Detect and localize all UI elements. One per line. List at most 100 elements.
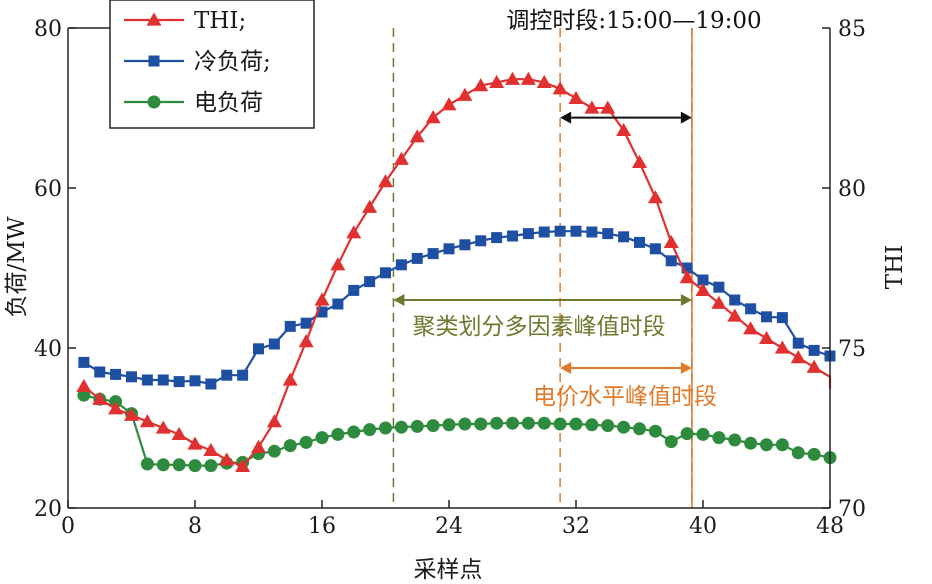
point-1-34	[618, 231, 630, 243]
x-tick-label-5: 40	[689, 514, 717, 539]
point-1-40	[713, 281, 725, 293]
point-0-22	[425, 110, 441, 124]
series-0	[76, 71, 832, 473]
series-1	[78, 225, 836, 390]
point-0-33	[600, 100, 616, 114]
y-left-tick-label-2: 60	[34, 177, 62, 202]
legend-label-1: 冷负荷;	[194, 49, 271, 75]
point-2-41	[728, 433, 742, 447]
point-1-30	[554, 225, 566, 237]
point-2-22	[426, 419, 440, 433]
control-period-arrow-head-left	[560, 111, 572, 124]
point-2-44	[775, 438, 789, 452]
point-2-23	[442, 418, 456, 432]
legend-label-2: 电负荷	[194, 90, 263, 116]
series-line-2	[83, 394, 831, 467]
y-right-tick-label-3: 85	[838, 17, 866, 42]
point-1-36	[649, 243, 661, 255]
point-1-7	[189, 375, 201, 387]
series-layer	[76, 71, 837, 473]
point-0-31	[568, 90, 584, 105]
point-1-41	[729, 294, 741, 306]
point-1-14	[300, 317, 312, 329]
point-0-10	[235, 458, 251, 473]
control-period-label: 调控时段:15:00—19:00	[506, 8, 761, 34]
point-1-39	[697, 274, 709, 286]
point-0-12	[266, 414, 282, 428]
point-2-25	[474, 417, 488, 431]
cluster-peak-arrow	[393, 294, 692, 306]
point-0-40	[711, 295, 727, 309]
point-0-46	[806, 359, 822, 373]
y-right-tick-label-0: 70	[838, 497, 866, 522]
point-0-1	[92, 391, 108, 405]
y-right-tick-label-2: 80	[838, 177, 866, 202]
cluster-peak-arrow-head-left	[393, 294, 405, 306]
point-2-42	[744, 436, 758, 450]
point-2-14	[299, 435, 313, 449]
point-0-20	[393, 151, 409, 165]
price-peak-arrow-head-left	[560, 362, 572, 374]
point-0-27	[505, 71, 520, 85]
point-1-15	[316, 306, 328, 318]
point-2-27	[506, 416, 519, 430]
legend-marker-1	[148, 55, 160, 67]
y-axis-right-title: THI	[882, 245, 908, 289]
point-1-1	[94, 366, 106, 378]
point-2-19	[379, 421, 392, 435]
x-tick-label-1: 8	[188, 514, 202, 539]
legend-entry-2: 电负荷	[124, 90, 263, 116]
control-period-arrow	[560, 111, 692, 124]
legend-entry-0: THI;	[124, 8, 246, 34]
point-2-36	[648, 424, 662, 438]
legend-entry-1: 冷负荷;	[124, 49, 271, 75]
point-2-39	[696, 427, 710, 441]
point-2-12	[267, 444, 281, 458]
point-1-22	[427, 248, 439, 260]
point-1-2	[110, 368, 122, 380]
point-1-12	[268, 338, 280, 350]
y-left-tick-label-3: 80	[34, 17, 62, 42]
point-0-34	[616, 122, 632, 137]
point-2-15	[315, 431, 329, 445]
point-0-4	[139, 414, 155, 428]
point-2-38	[680, 427, 694, 441]
point-0-8	[203, 442, 219, 457]
point-2-40	[712, 431, 726, 445]
point-2-43	[760, 438, 773, 452]
point-1-17	[348, 284, 360, 296]
point-0-35	[632, 154, 647, 169]
point-2-29	[537, 416, 551, 430]
point-1-33	[602, 228, 614, 240]
point-2-6	[172, 458, 186, 472]
point-1-23	[443, 243, 455, 255]
point-2-30	[553, 417, 567, 431]
point-2-5	[156, 458, 170, 472]
legend-label-0: THI;	[194, 8, 246, 34]
point-1-9	[221, 369, 233, 381]
point-1-3	[126, 371, 137, 383]
point-1-29	[538, 226, 550, 238]
point-2-32	[585, 418, 599, 432]
point-1-27	[507, 230, 518, 242]
point-2-17	[347, 425, 361, 439]
point-2-16	[331, 427, 345, 441]
x-axis-title: 采样点	[414, 557, 483, 583]
point-2-4	[140, 457, 154, 471]
point-2-7	[188, 459, 202, 473]
y-left-tick-label-1: 40	[34, 337, 62, 362]
point-0-15	[314, 292, 330, 306]
point-1-0	[78, 356, 90, 368]
point-1-32	[586, 226, 598, 238]
point-0-32	[584, 100, 600, 114]
point-0-5	[155, 420, 171, 434]
point-2-28	[521, 416, 535, 430]
point-1-25	[475, 235, 487, 247]
point-2-46	[807, 447, 821, 461]
point-0-39	[695, 282, 711, 297]
point-0-16	[330, 257, 346, 271]
point-1-45	[792, 337, 804, 349]
point-0-17	[346, 225, 362, 239]
point-0-2	[108, 401, 124, 415]
point-1-37	[665, 255, 677, 267]
